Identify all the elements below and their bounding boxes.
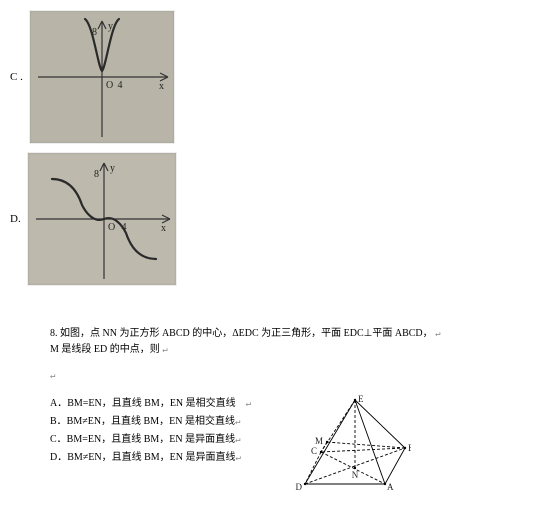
crlf-icon: ↵ (50, 371, 55, 381)
q8-choice-c: C．BM=EN，且直线 BM，EN 是异面直线 (50, 434, 235, 445)
q8-number: 8. (50, 328, 58, 339)
svg-text:4: 4 (117, 80, 122, 91)
svg-text:x: x (159, 81, 164, 92)
svg-text:x: x (161, 223, 166, 234)
crlf-icon: ↵ (236, 453, 241, 463)
crlf-icon: ↵ (246, 399, 251, 409)
option-c-graph: yxO48 (29, 10, 175, 144)
q8-choice-b: B．BM≠EN，且直线 BM，EN 是相交直线 (50, 416, 235, 427)
question-8: 8. 如图，点 NN 为正方形 ABCD 的中心，ΔEDC 为正三角形，平面 E… (10, 326, 544, 494)
crlf-icon: ↵ (235, 417, 240, 427)
q8-line2: M 是线段 ED 的中点，则 (50, 344, 160, 355)
svg-text:y: y (110, 163, 115, 174)
svg-text:O: O (108, 222, 115, 233)
option-d-graph: yxO48 (27, 152, 177, 286)
q8-choice-d: D．BM≠EN，且直线 BM，EN 是异面直线 (50, 452, 236, 463)
svg-text:B: B (408, 443, 411, 453)
crlf-icon: ↵ (235, 435, 240, 445)
crlf-icon: ↵ (162, 345, 167, 355)
svg-text:A: A (387, 482, 394, 492)
svg-text:D: D (296, 482, 303, 492)
svg-text:M: M (315, 436, 323, 446)
option-c-row: C . yxO48 (10, 10, 544, 144)
q8-prompt: 8. 如图，点 NN 为正方形 ABCD 的中心，ΔEDC 为正三角形，平面 E… (50, 326, 524, 358)
option-c-label: C . (10, 71, 23, 83)
svg-text:O: O (106, 80, 113, 91)
svg-text:E: E (358, 394, 364, 404)
svg-text:N: N (352, 470, 359, 480)
svg-text:C: C (311, 446, 317, 456)
q8-figure: E D C A B M N (281, 394, 411, 494)
crlf-icon: ↵ (435, 329, 440, 339)
q8-choice-a: A．BM=EN，且直线 BM，EN 是相交直线 (50, 398, 236, 409)
q8-line1: 如图，点 NN 为正方形 ABCD 的中心，ΔEDC 为正三角形，平面 EDC⊥… (60, 328, 433, 339)
svg-text:8: 8 (94, 169, 99, 180)
q8-choices: A．BM=EN，且直线 BM，EN 是相交直线 ↵ B．BM≠EN，且直线 BM… (50, 394, 251, 468)
option-d-label: D. (10, 213, 21, 225)
option-d-row: D. yxO48 (10, 152, 544, 286)
